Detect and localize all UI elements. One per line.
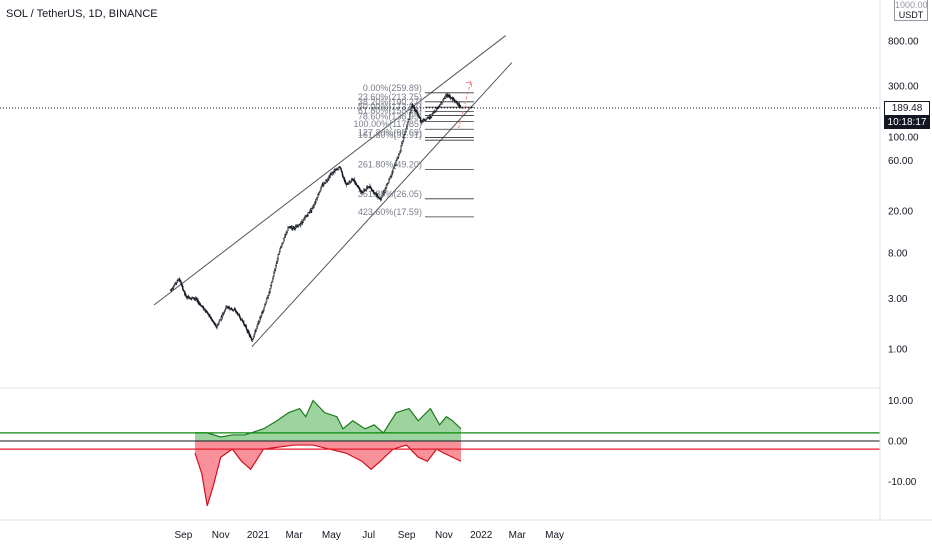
- osc-tick-label: -10.00: [888, 477, 917, 488]
- candle-body: [417, 113, 419, 117]
- time-tick-label: Sep: [398, 530, 416, 541]
- candle-body: [241, 318, 243, 321]
- target-arrow: [458, 81, 473, 129]
- fib-level-label: 100.00%(117.85): [354, 119, 422, 129]
- fib-level-label: 50.00%(173.67): [358, 101, 422, 111]
- candle-body: [218, 320, 221, 323]
- price-tick-label: 60.00: [888, 156, 913, 167]
- candle-body: [204, 308, 206, 311]
- candle-body: [261, 312, 263, 317]
- trendline-lower: [251, 62, 513, 348]
- candle-body: [392, 168, 394, 173]
- price-tick-label: 100.00: [888, 132, 919, 143]
- fib-level-label: 423.60%(17.59): [358, 207, 422, 217]
- time-tick-label: Mar: [509, 530, 527, 541]
- fibonacci-extension: 0.00%(259.89)23.60%(213.75)38.20%(190.27…: [354, 83, 474, 218]
- last-price-badge: 189.48: [884, 101, 930, 116]
- price-axis[interactable]: 800.00 300.00 100.00 60.00 20.00 8.00 3.00 1.00: [888, 37, 919, 356]
- candle-body: [277, 254, 279, 259]
- fib-level-label: 127.20%(98.69): [358, 127, 422, 137]
- candle-body: [342, 175, 344, 178]
- osc-negative-area: [195, 441, 462, 506]
- candle-body: [409, 114, 411, 120]
- price-tick-label: 1.00: [888, 345, 908, 356]
- fib-level-label: 78.60%(138.95): [358, 112, 422, 122]
- osc-tick-label: 10.00: [888, 396, 913, 407]
- candle-body: [265, 298, 268, 303]
- fib-level-label: 261.80%(49.20): [358, 159, 422, 169]
- time-tick-label: 2022: [470, 530, 493, 541]
- price-tick-label: 3.00: [888, 294, 908, 305]
- fib-level-label: 38.20%(190.27): [358, 97, 422, 107]
- time-tick-label: May: [322, 530, 341, 541]
- trendline-upper: [153, 35, 506, 306]
- trendline-group: [153, 35, 513, 348]
- target-arrow-head: [465, 81, 473, 87]
- candle-body: [287, 227, 289, 231]
- currency-unit: USDT: [898, 10, 924, 20]
- candle-body: [340, 168, 342, 171]
- price-tick-label: 8.00: [888, 249, 908, 260]
- candle-body: [410, 110, 412, 113]
- fib-level-label: 61.80%(158.53): [358, 106, 422, 116]
- fib-level-label: 361.80%(26.05): [358, 189, 422, 199]
- target-arrow-shaft: [458, 81, 472, 129]
- candle-body: [216, 326, 218, 328]
- candle-body: [405, 128, 407, 132]
- price-tick-label: 300.00: [888, 82, 919, 93]
- time-tick-label: Nov: [435, 530, 453, 541]
- osc-positive-area: [195, 400, 462, 441]
- time-tick-label: Jul: [362, 530, 375, 541]
- time-tick-label: Nov: [212, 530, 230, 541]
- time-tick-label: 2021: [247, 530, 270, 541]
- time-tick-label: Mar: [285, 530, 303, 541]
- price-tick-label: 800.00: [888, 37, 919, 48]
- candle-body: [218, 321, 220, 325]
- candle-body: [286, 230, 289, 233]
- fib-level-label: 23.60%(213.75): [358, 92, 422, 102]
- candlestick-series: [169, 93, 462, 343]
- countdown-badge: 10:18:17: [884, 116, 930, 129]
- candle-body: [380, 196, 383, 200]
- currency-unit-box[interactable]: 1000.00 USDT: [894, 0, 928, 21]
- time-tick-label: May: [545, 530, 564, 541]
- price-tick-label: 20.00: [888, 206, 913, 217]
- chart-title: SOL / TetherUS, 1D, BINANCE: [6, 8, 158, 20]
- osc-positive-line: [195, 399, 462, 438]
- candle-body: [239, 317, 241, 320]
- fib-level-label: 161.80%(92.91): [358, 130, 422, 140]
- unit-top-value: 1000.00: [895, 0, 928, 10]
- fib-level-label: 0.00%(259.89): [363, 83, 422, 93]
- candle-body: [226, 305, 228, 308]
- osc-tick-label: 0.00: [888, 437, 908, 448]
- oscillator-pane: [0, 399, 880, 506]
- time-axis[interactable]: Sep Nov 2021 Mar May Jul Sep Nov 2022 Mar May: [174, 530, 564, 541]
- oscillator-axis[interactable]: 10.00 0.00 -10.00: [888, 396, 917, 488]
- time-tick-label: Sep: [174, 530, 192, 541]
- candle-body: [460, 107, 462, 109]
